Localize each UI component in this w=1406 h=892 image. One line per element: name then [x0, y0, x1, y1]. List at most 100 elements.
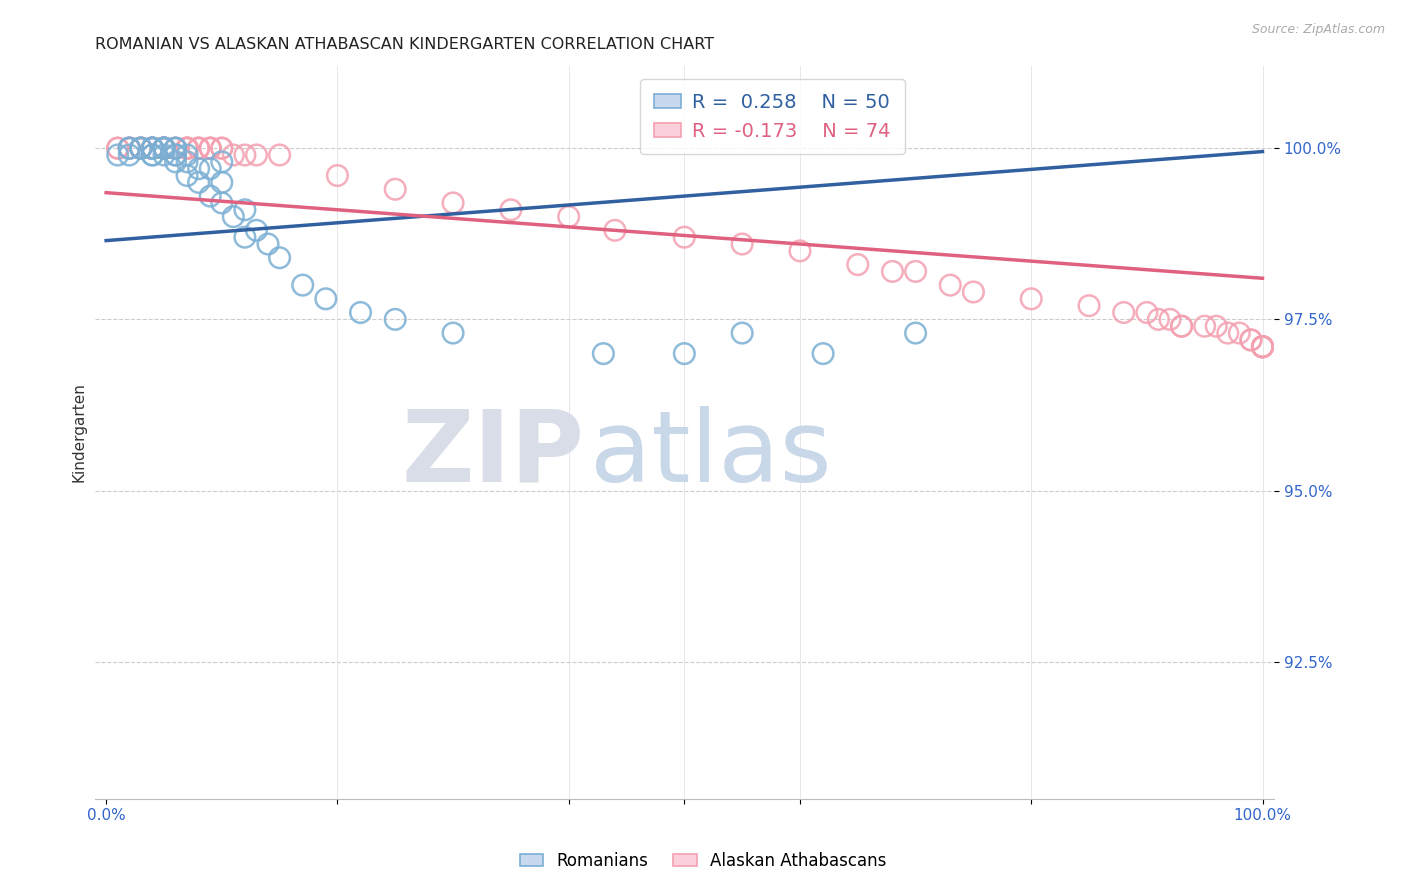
Point — [1227, 326, 1250, 340]
Point — [141, 141, 163, 155]
Point — [269, 251, 291, 265]
Point — [441, 196, 464, 211]
Point — [107, 141, 129, 155]
Point — [107, 141, 129, 155]
Point — [118, 141, 141, 155]
Point — [187, 141, 209, 155]
Point — [165, 148, 187, 162]
Point — [1251, 340, 1274, 354]
Point — [731, 326, 754, 340]
Point — [211, 196, 233, 211]
Point — [1019, 292, 1042, 306]
Point — [129, 141, 152, 155]
Point — [176, 141, 198, 155]
Point — [141, 148, 163, 162]
Point — [165, 141, 187, 155]
Point — [118, 141, 141, 155]
Point — [200, 141, 222, 155]
Text: ZIP: ZIP — [401, 406, 583, 503]
Point — [211, 141, 233, 155]
Point — [211, 175, 233, 189]
Point — [141, 148, 163, 162]
Point — [118, 141, 141, 155]
Point — [129, 141, 152, 155]
Point — [269, 148, 291, 162]
Point — [176, 169, 198, 183]
Point — [200, 161, 222, 176]
Point — [153, 141, 176, 155]
Point — [731, 237, 754, 252]
Legend: R =  0.258    N = 50, R = -0.173    N = 74: R = 0.258 N = 50, R = -0.173 N = 74 — [640, 79, 904, 154]
Point — [291, 278, 314, 293]
Point — [1251, 340, 1274, 354]
Point — [1251, 340, 1274, 354]
Point — [153, 141, 176, 155]
Point — [176, 141, 198, 155]
Point — [153, 141, 176, 155]
Point — [1112, 305, 1135, 319]
Point — [1078, 299, 1101, 313]
Text: atlas: atlas — [591, 406, 831, 503]
Point — [1159, 312, 1181, 326]
Point — [384, 312, 406, 326]
Point — [603, 223, 626, 237]
Point — [141, 141, 163, 155]
Point — [118, 148, 141, 162]
Point — [1251, 340, 1274, 354]
Point — [187, 141, 209, 155]
Point — [187, 175, 209, 189]
Point — [153, 148, 176, 162]
Point — [904, 264, 927, 278]
Point — [245, 148, 267, 162]
Point — [673, 346, 696, 360]
Point — [1251, 340, 1274, 354]
Point — [939, 278, 962, 293]
Point — [141, 141, 163, 155]
Point — [107, 148, 129, 162]
Point — [165, 141, 187, 155]
Point — [349, 305, 371, 319]
Point — [153, 141, 176, 155]
Point — [1216, 326, 1239, 340]
Point — [176, 141, 198, 155]
Point — [176, 148, 198, 162]
Text: Source: ZipAtlas.com: Source: ZipAtlas.com — [1251, 23, 1385, 37]
Point — [557, 210, 579, 224]
Point — [211, 154, 233, 169]
Point — [811, 346, 834, 360]
Point — [187, 161, 209, 176]
Point — [200, 141, 222, 155]
Point — [118, 141, 141, 155]
Point — [1136, 305, 1159, 319]
Point — [141, 141, 163, 155]
Point — [165, 141, 187, 155]
Text: ROMANIAN VS ALASKAN ATHABASCAN KINDERGARTEN CORRELATION CHART: ROMANIAN VS ALASKAN ATHABASCAN KINDERGAR… — [94, 37, 714, 53]
Point — [673, 230, 696, 244]
Point — [176, 141, 198, 155]
Point — [141, 141, 163, 155]
Point — [165, 141, 187, 155]
Point — [222, 148, 245, 162]
Point — [165, 148, 187, 162]
Point — [1170, 319, 1192, 334]
Point — [1194, 319, 1216, 334]
Point — [165, 154, 187, 169]
Point — [153, 141, 176, 155]
Point — [129, 141, 152, 155]
Point — [129, 141, 152, 155]
Point — [904, 326, 927, 340]
Point — [1205, 319, 1227, 334]
Point — [233, 230, 256, 244]
Point — [245, 223, 267, 237]
Point — [129, 141, 152, 155]
Point — [141, 141, 163, 155]
Point — [1240, 333, 1263, 347]
Point — [962, 285, 984, 299]
Point — [153, 141, 176, 155]
Point — [384, 182, 406, 196]
Point — [1251, 340, 1274, 354]
Point — [1170, 319, 1192, 334]
Point — [592, 346, 614, 360]
Y-axis label: Kindergarten: Kindergarten — [72, 383, 86, 483]
Point — [200, 189, 222, 203]
